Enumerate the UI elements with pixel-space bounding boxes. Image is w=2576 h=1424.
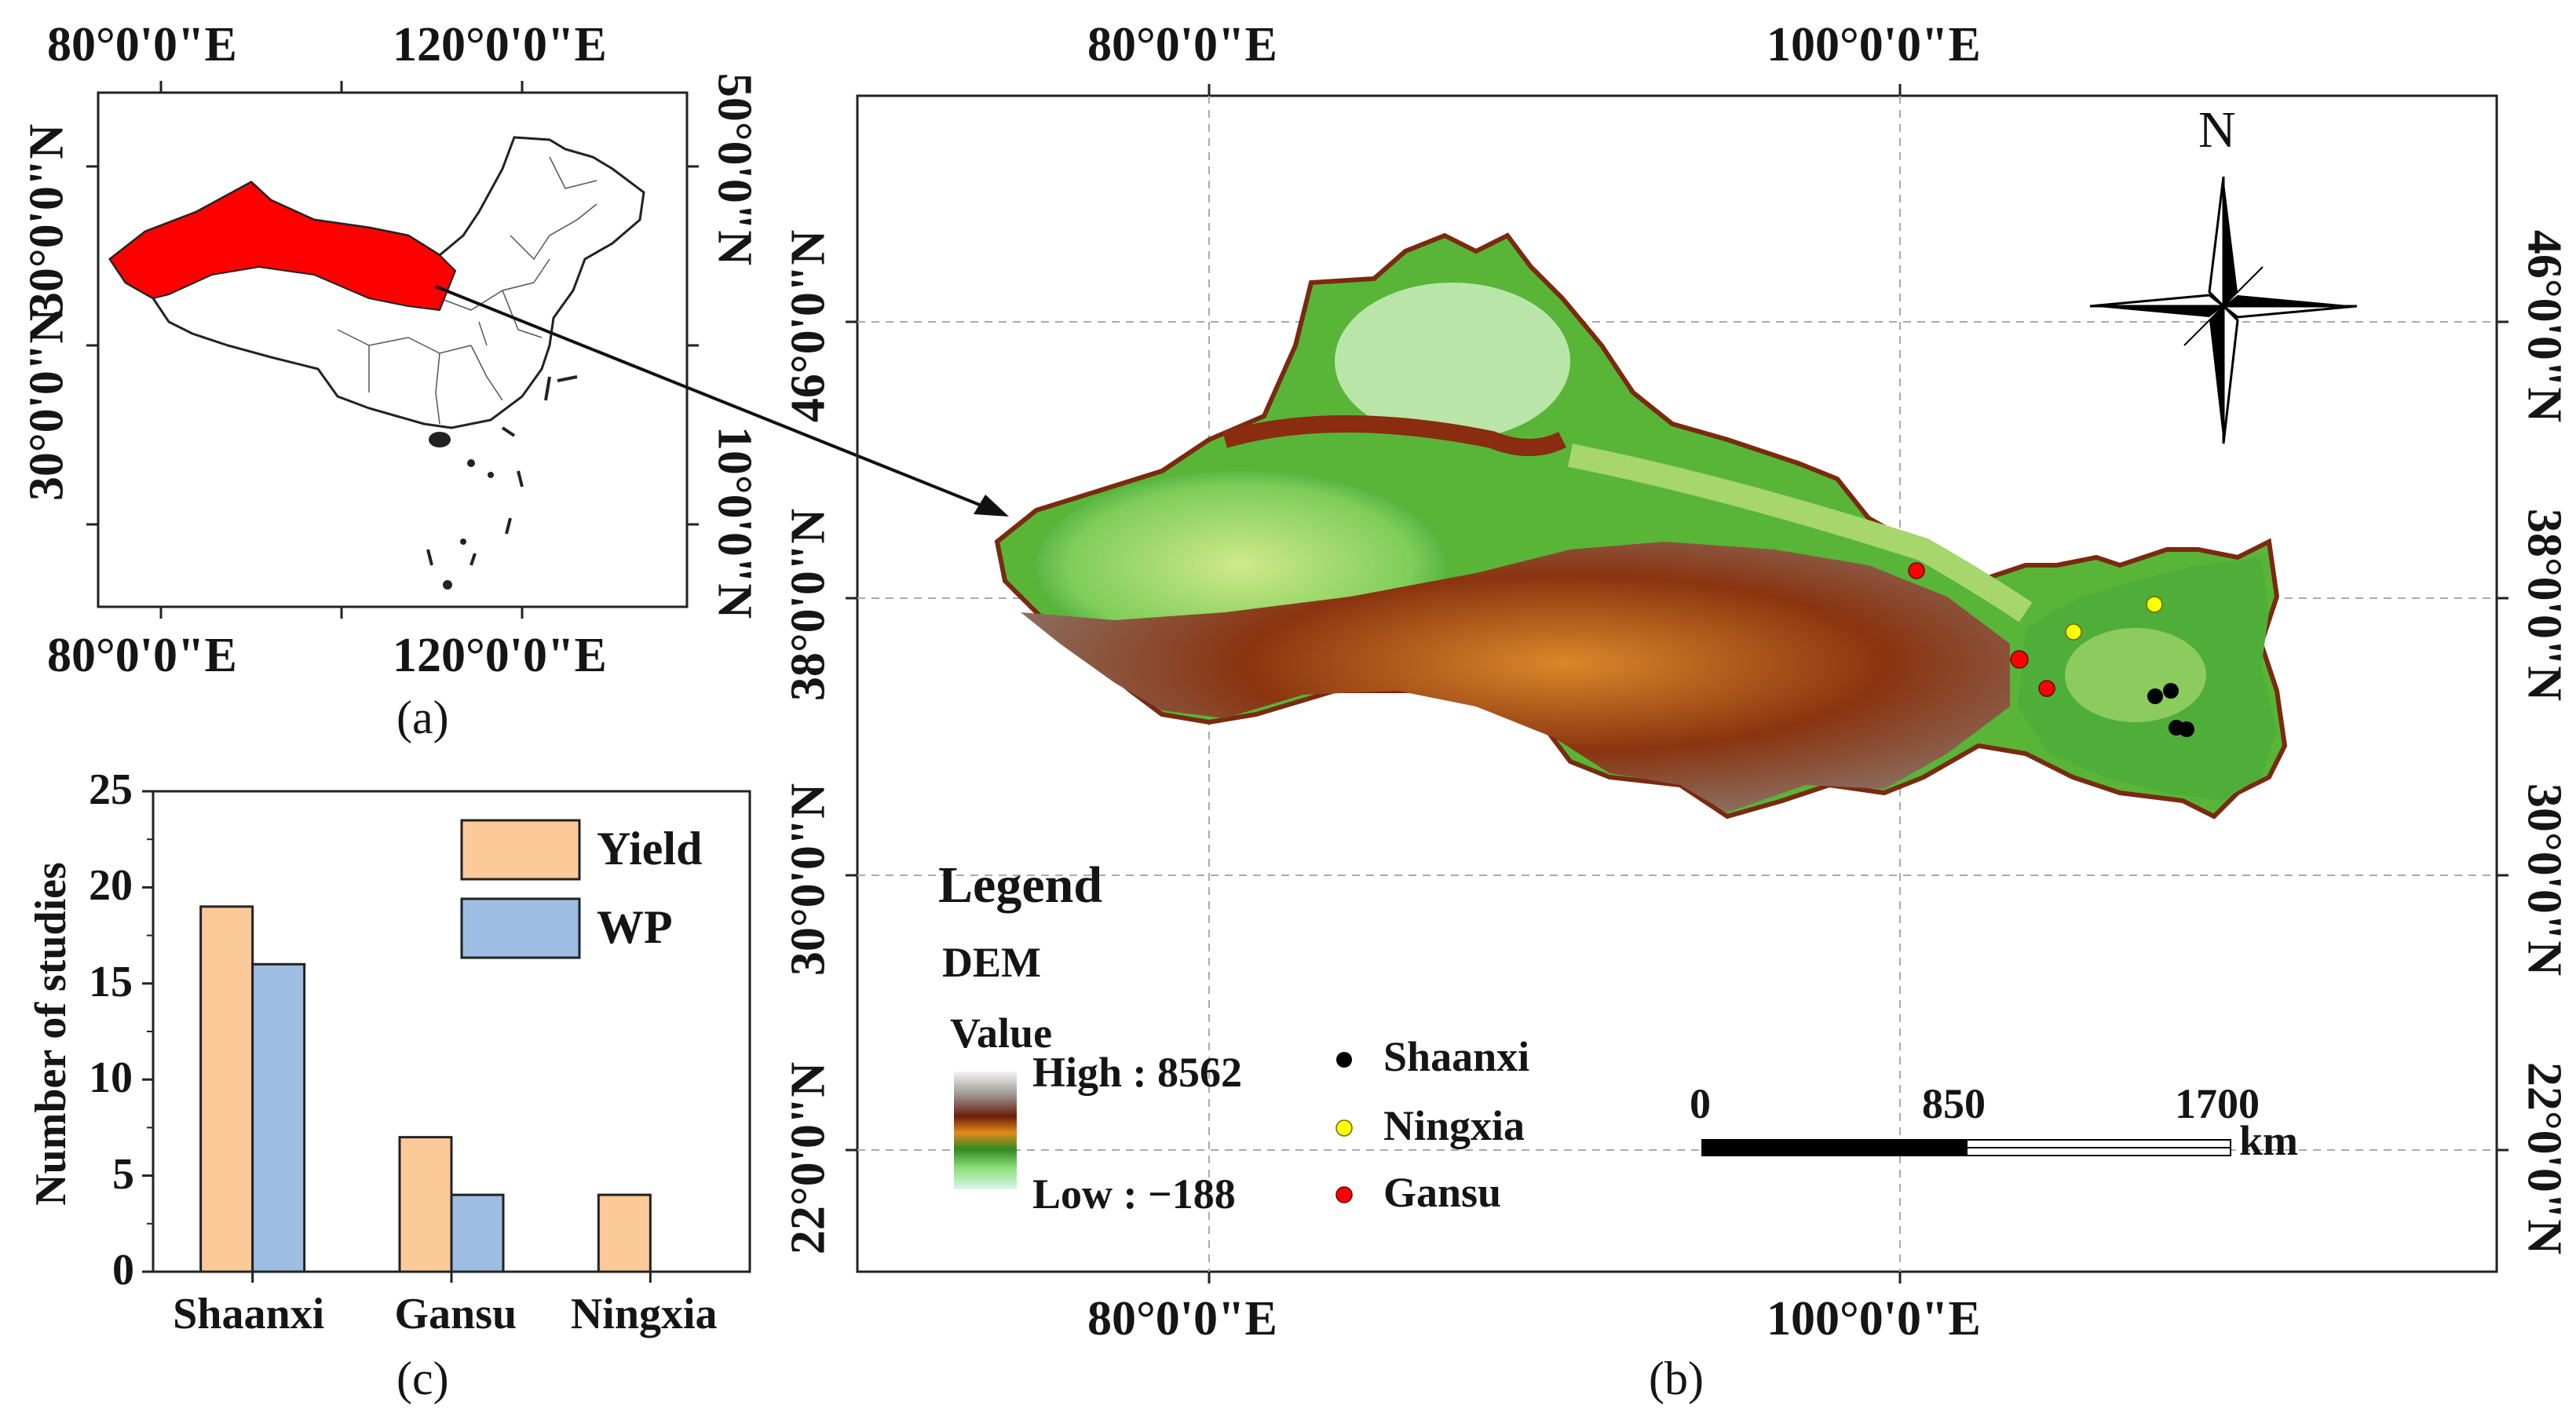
site-gansu-1 [1908, 562, 1925, 579]
bar-yield-shaanxi [199, 905, 254, 1273]
locator-arrow [435, 285, 994, 512]
legend-ningxia-dot [1336, 1119, 1353, 1137]
legend-title: Legend [938, 856, 1103, 914]
x-tick-label-ningxia: Ningxia [570, 1290, 718, 1338]
legend-label-yield: Yield [597, 823, 703, 874]
panel-a-caption: (a) [396, 692, 449, 743]
north-arrow-icon [2089, 176, 2358, 444]
dem-colour-ramp [954, 1072, 1017, 1189]
legend-gansu-dot [1336, 1186, 1353, 1203]
legend-value-label: Value [950, 1010, 1053, 1057]
legend-label-wp: WP [597, 901, 673, 953]
site-ningxia-2 [2146, 596, 2163, 613]
bar-wp-shaanxi [251, 962, 306, 1273]
panel-b-bottom-lon-2: 100°0'0"E [1767, 1292, 1981, 1345]
bar-yield-ningxia [597, 1193, 652, 1273]
y-axis-label: Number of studies [27, 862, 75, 1206]
panel-a-top-lon-1: 80°0'0"E [47, 18, 237, 71]
site-gansu-3 [2038, 680, 2055, 697]
x-tick-label-shaanxi: Shaanxi [173, 1290, 325, 1338]
site-shaanxi-1 [2147, 688, 2163, 704]
scale-tick-1700: 1700 [2175, 1080, 2260, 1127]
legend-high-label: High : 8562 [1032, 1049, 1243, 1096]
y-tick-label-25: 25 [89, 765, 133, 814]
panel-c-caption: (c) [396, 1353, 449, 1404]
panel-b-top-lon-1: 80°0'0"E [1087, 18, 1277, 71]
legend-gansu-label: Gansu [1383, 1169, 1502, 1216]
panel-b-caption: (b) [1649, 1353, 1704, 1404]
y-tick-label-0: 0 [112, 1246, 134, 1294]
y-tick-label-10: 10 [89, 1053, 133, 1103]
y-tick-label-15: 15 [89, 957, 133, 1006]
site-gansu-2 [2010, 650, 2029, 669]
study-sites [1908, 562, 2194, 737]
bar-yield-gansu [398, 1136, 453, 1273]
legend-ningxia-label: Ningxia [1383, 1102, 1526, 1149]
panel-b-top-lon-2: 100°0'0"E [1767, 18, 1981, 71]
y-tick-label-20: 20 [89, 861, 133, 911]
y-tick-label-5: 5 [112, 1149, 134, 1199]
x-tick-label-gansu: Gansu [394, 1290, 517, 1338]
panel-a-top-lon-2: 120°0'0"E [393, 18, 607, 71]
site-ningxia-1 [2065, 623, 2082, 641]
panel-a-bottom-lon-1: 80°0'0"E [47, 629, 237, 682]
panel-b-bottom-lon-1: 80°0'0"E [1087, 1292, 1277, 1345]
panel-a-bottom-lon-2: 120°0'0"E [393, 629, 607, 682]
legend-shaanxi-dot [1336, 1052, 1352, 1068]
legend-shaanxi-label: Shaanxi [1383, 1033, 1530, 1080]
tibetan-plateau [1021, 542, 2010, 812]
legend-low-label: Low : −188 [1032, 1170, 1236, 1218]
site-shaanxi-2 [2163, 683, 2179, 699]
junggar-basin [1335, 283, 1570, 440]
site-shaanxi-4 [2179, 721, 2194, 737]
legend-swatch-yield [460, 819, 581, 881]
legend-dem-title: DEM [942, 939, 1041, 986]
scale-unit: km [2239, 1117, 2299, 1164]
scale-tick-0: 0 [1690, 1080, 1711, 1127]
scale-bar [1701, 1139, 2231, 1156]
bar-wp-gansu [450, 1193, 505, 1273]
north-label: N [2198, 101, 2236, 159]
scale-tick-850: 850 [1922, 1080, 1986, 1127]
legend-swatch-wp [460, 897, 581, 959]
